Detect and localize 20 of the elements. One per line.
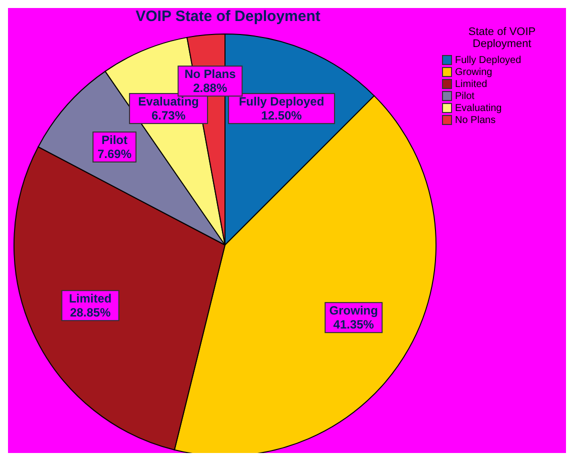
- data-label: 28.85%: [70, 306, 111, 320]
- legend-label: Growing: [455, 66, 492, 78]
- legend-title: State of VOIP Deployment: [467, 26, 537, 50]
- slice-label: Evaluating: [138, 94, 199, 109]
- legend-label: Fully Deployed: [455, 54, 522, 66]
- slice-label: Fully Deployed: [238, 94, 324, 109]
- data-label: 2.88%: [193, 81, 228, 96]
- slice-label: Pilot: [101, 133, 128, 148]
- chart-title: VOIP State of Deployment: [134, 8, 322, 25]
- legend-label: Limited: [455, 78, 488, 90]
- slice-label: No Plans: [184, 67, 236, 82]
- legend-label: Pilot: [455, 90, 474, 102]
- data-label: 7.69%: [97, 147, 132, 162]
- data-label: 41.35%: [333, 318, 374, 332]
- legend-label: Evaluating: [455, 102, 502, 114]
- data-label: 6.73%: [152, 108, 186, 123]
- slice-label: Limited: [68, 292, 112, 306]
- data-label: 12.50%: [261, 108, 302, 123]
- slice-label: Growing: [329, 304, 378, 318]
- legend-label: No Plans: [455, 114, 496, 126]
